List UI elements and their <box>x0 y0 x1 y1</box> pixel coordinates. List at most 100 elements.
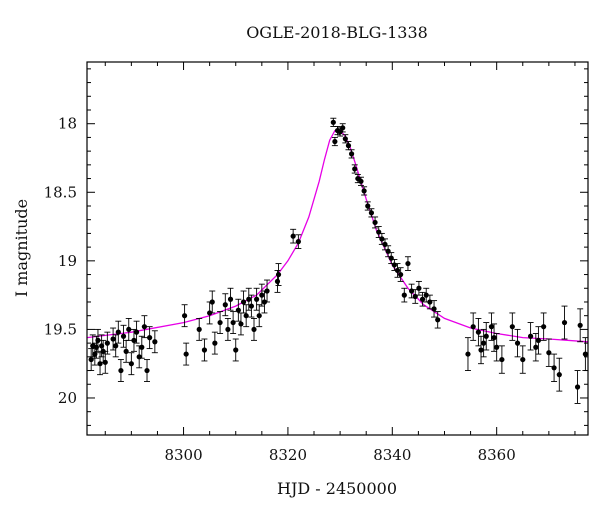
data-marker <box>556 372 562 378</box>
data-point <box>138 335 145 359</box>
data-marker <box>95 337 101 343</box>
data-marker <box>431 306 437 312</box>
data-point <box>483 322 490 351</box>
data-marker <box>183 351 189 357</box>
data-point <box>545 338 552 367</box>
data-marker <box>133 329 140 335</box>
plot-frame <box>86 61 589 436</box>
data-marker <box>358 178 364 184</box>
data-point <box>345 141 352 151</box>
data-marker <box>574 384 581 390</box>
y-tick-label: 20 <box>58 389 77 407</box>
data-point <box>256 304 263 328</box>
data-marker <box>233 347 239 353</box>
data-point <box>130 328 137 352</box>
data-marker <box>499 356 505 363</box>
data-point <box>144 359 151 382</box>
data-marker <box>368 210 375 216</box>
data-point <box>235 298 242 322</box>
data-marker <box>243 313 249 319</box>
data-point <box>181 304 188 328</box>
data-marker <box>470 324 476 330</box>
y-tick-label: 19 <box>58 252 77 270</box>
data-marker <box>201 347 208 353</box>
data-point <box>224 317 231 341</box>
data-point <box>196 317 203 341</box>
data-marker <box>88 356 94 363</box>
data-marker <box>435 317 441 323</box>
data-marker <box>104 340 110 346</box>
data-marker <box>398 271 404 278</box>
y-tick-label: 18 <box>58 115 77 133</box>
y-tick-label: 18.5 <box>44 183 77 201</box>
data-marker <box>527 333 534 339</box>
data-marker <box>290 233 296 239</box>
data-point <box>361 186 368 196</box>
data-point <box>94 328 101 352</box>
data-point <box>110 327 117 351</box>
axis-ticks: 8300 8320 8340 8360 18 18.5 19 19.5 20 <box>44 62 588 464</box>
data-marker <box>256 313 262 319</box>
data-point <box>397 267 404 282</box>
data-point <box>211 331 218 355</box>
data-marker <box>345 143 352 149</box>
data-point <box>488 312 495 341</box>
data-marker <box>212 340 218 346</box>
data-marker <box>332 138 338 145</box>
data-point <box>248 294 255 318</box>
data-marker <box>348 151 355 157</box>
data-marker <box>110 336 116 342</box>
data-marker <box>494 344 500 350</box>
data-point <box>120 324 127 348</box>
data-marker <box>475 329 482 335</box>
data-point <box>551 353 558 382</box>
data-marker <box>227 296 234 302</box>
data-point <box>133 320 140 344</box>
x-tick-label: 8300 <box>164 446 202 464</box>
data-point <box>357 176 364 186</box>
data-point <box>141 315 148 339</box>
data-point <box>378 232 385 245</box>
data-marker <box>181 313 188 319</box>
data-marker <box>126 326 132 333</box>
data-point <box>404 256 411 271</box>
data-marker <box>361 188 367 194</box>
y-axis-title: I magnitude <box>12 199 31 297</box>
data-marker <box>491 335 497 341</box>
data-point <box>232 338 239 362</box>
data-point <box>480 328 487 358</box>
data-marker <box>483 333 489 339</box>
data-marker <box>488 324 495 330</box>
data-marker <box>147 335 153 341</box>
data-point <box>419 291 426 307</box>
data-marker <box>541 324 547 330</box>
data-point <box>556 357 563 392</box>
data-marker <box>481 340 487 346</box>
data-marker <box>405 260 411 267</box>
plot-area <box>87 117 588 404</box>
data-point <box>183 342 190 366</box>
data-marker <box>419 296 426 302</box>
data-point <box>125 317 132 341</box>
data-point <box>540 312 547 341</box>
data-point <box>364 201 371 211</box>
data-marker <box>248 303 254 309</box>
data-marker <box>416 285 422 291</box>
data-marker <box>196 326 202 333</box>
data-point <box>290 228 297 244</box>
data-marker <box>123 348 129 354</box>
data-point <box>112 334 119 358</box>
data-marker <box>535 337 542 343</box>
data-marker <box>582 351 588 357</box>
data-marker <box>251 326 257 333</box>
data-marker <box>113 343 119 349</box>
data-point <box>535 326 542 355</box>
data-point <box>491 323 498 352</box>
data-marker <box>115 329 121 335</box>
data-marker <box>478 347 484 353</box>
x-tick-label: 8360 <box>478 446 516 464</box>
data-point <box>368 208 375 218</box>
data-point <box>470 312 477 341</box>
data-point <box>401 287 408 303</box>
data-marker <box>465 351 471 357</box>
